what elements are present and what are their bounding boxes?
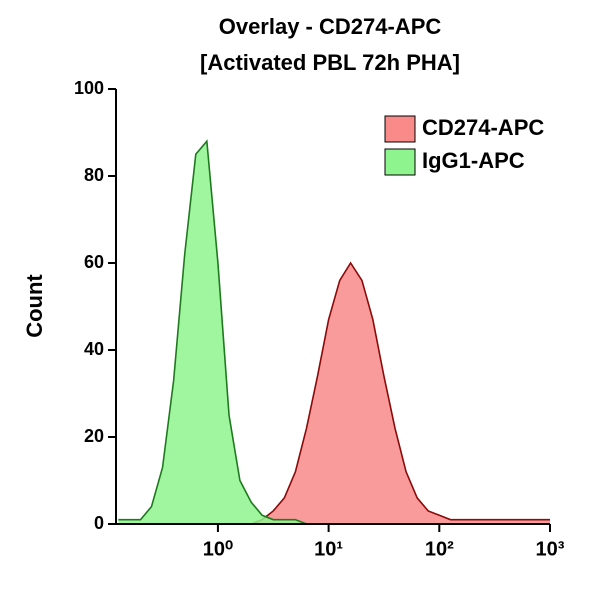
x-tick-label: 10⁰	[203, 538, 233, 560]
chart-subtitle: [Activated PBL 72h PHA]	[200, 50, 460, 75]
y-tick-label: 40	[84, 339, 104, 359]
area	[118, 263, 551, 524]
legend-swatch	[384, 115, 416, 143]
area	[118, 141, 551, 524]
y-tick-label: 0	[94, 513, 104, 533]
legend-swatch	[384, 148, 416, 176]
chart-title: Overlay - CD274-APC	[219, 14, 442, 39]
y-axis-label: Count	[22, 274, 47, 338]
y-tick-label: 100	[74, 78, 104, 98]
legend-label: CD274-APC	[422, 115, 544, 140]
y-tick-label: 80	[84, 165, 104, 185]
y-tick-label: 60	[84, 252, 104, 272]
x-tick-label: 10¹	[314, 538, 343, 560]
legend-label: IgG1-APC	[422, 148, 525, 173]
x-tick-label: 10²	[425, 538, 454, 560]
x-tick-label: 10³	[536, 538, 565, 560]
y-tick-label: 20	[84, 426, 104, 446]
